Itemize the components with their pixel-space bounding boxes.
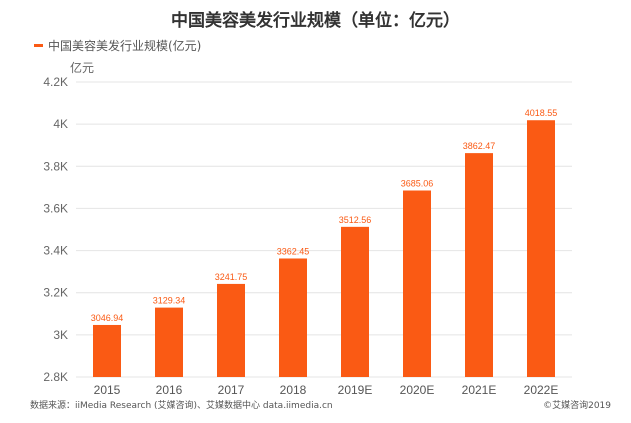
y-tick-label: 3.4K <box>43 244 68 258</box>
bar-value-label: 3046.94 <box>91 313 124 323</box>
x-axis-categories: 2015 2016 2017 2018 2019E 2020E 2021E 2022E <box>94 383 559 397</box>
legend-label: 中国美容美发行业规模(亿元) <box>48 39 202 53</box>
y-tick-label: 3.2K <box>43 286 68 300</box>
x-tick-label: 2018 <box>280 383 307 397</box>
bar <box>527 120 555 378</box>
y-tick-label: 2.8K <box>43 370 68 384</box>
grid-lines <box>76 81 572 378</box>
bar-value-label: 3685.06 <box>401 179 434 189</box>
bar <box>465 153 493 377</box>
legend: 中国美容美发行业规模(亿元) <box>34 37 201 54</box>
bar <box>341 226 369 377</box>
x-tick-label: 2016 <box>156 383 183 397</box>
copyright-note: ©艾媒咨询2019 <box>543 401 611 411</box>
x-tick-label: 2017 <box>218 383 245 397</box>
bar-value-label: 3129.34 <box>153 296 186 306</box>
y-tick-label: 3K <box>53 328 68 342</box>
bar-value-label: 4018.55 <box>525 108 558 118</box>
bar-value-label: 3862.47 <box>463 141 496 151</box>
legend-swatch <box>34 44 43 47</box>
x-tick-label: 2015 <box>94 383 121 397</box>
y-tick-label: 4K <box>53 117 68 131</box>
bar-value-labels: 3046.94 3129.34 3241.75 3362.45 3512.56 3685.… <box>91 108 558 323</box>
x-tick-label: 2021E <box>462 383 497 397</box>
bar-value-label: 3241.75 <box>215 272 248 282</box>
y-tick-label: 3.8K <box>43 159 68 173</box>
bar <box>155 307 183 377</box>
y-tick-label: 3.6K <box>43 201 68 215</box>
bar <box>217 283 245 377</box>
source-note: 数据来源：iiMedia Research (艾媒咨询)、艾媒数据中心 data… <box>30 401 333 411</box>
bars <box>93 120 555 378</box>
chart-title: 中国美容美发行业规模（单位：亿元） <box>171 11 460 31</box>
x-tick-label: 2020E <box>400 383 435 397</box>
bar <box>93 324 121 377</box>
bar-value-label: 3512.56 <box>339 215 372 225</box>
y-tick-label: 4.2K <box>43 75 68 89</box>
bar <box>403 190 431 377</box>
x-tick-label: 2022E <box>524 383 559 397</box>
y-axis-label: 亿元 <box>70 60 94 75</box>
bar <box>279 258 307 377</box>
y-axis-ticks: 2.8K 3K 3.2K 3.4K 3.6K 3.8K 4K 4.2K <box>43 75 68 384</box>
x-tick-label: 2019E <box>338 383 373 397</box>
bar-value-label: 3362.45 <box>277 246 310 256</box>
